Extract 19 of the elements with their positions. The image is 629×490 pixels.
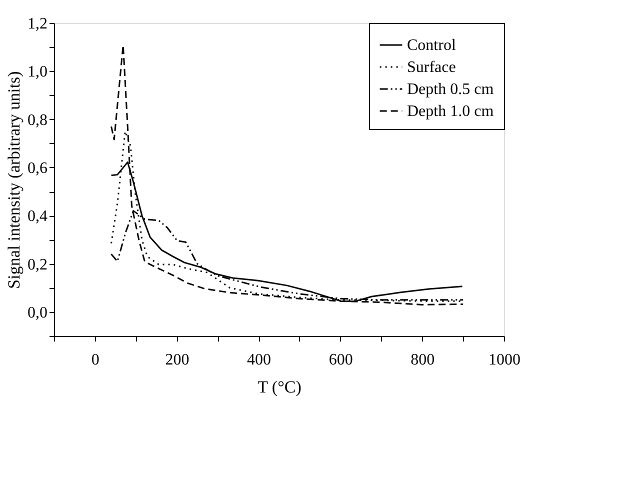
legend-label: Depth 1.0 cm xyxy=(407,103,494,120)
y-tick-label: 1,2 xyxy=(28,16,48,32)
y-tick-label: 0,2 xyxy=(28,256,48,274)
x-tick-label: 800 xyxy=(410,352,435,368)
y-axis-title: Signal intensity (arbitrary units) xyxy=(4,71,24,289)
y-tick-label: 0,8 xyxy=(28,112,48,129)
y-tick-label: 0,0 xyxy=(28,304,48,322)
legend-label: Surface xyxy=(407,59,456,76)
x-tick-label: 200 xyxy=(165,352,190,368)
x-tick-label: 0 xyxy=(91,352,100,368)
x-tick-label: 400 xyxy=(247,352,272,368)
legend-label: Depth 0.5 cm xyxy=(407,81,494,98)
x-tick-label: 1000 xyxy=(488,352,520,368)
legend-label: Control xyxy=(407,37,456,54)
y-tick-label: 0,4 xyxy=(28,208,48,226)
y-tick-label: 1,0 xyxy=(28,64,48,81)
y-tick-label: 0,6 xyxy=(28,160,48,177)
x-axis-title: T (°C) xyxy=(258,378,302,396)
x-tick-label: 600 xyxy=(328,352,353,368)
